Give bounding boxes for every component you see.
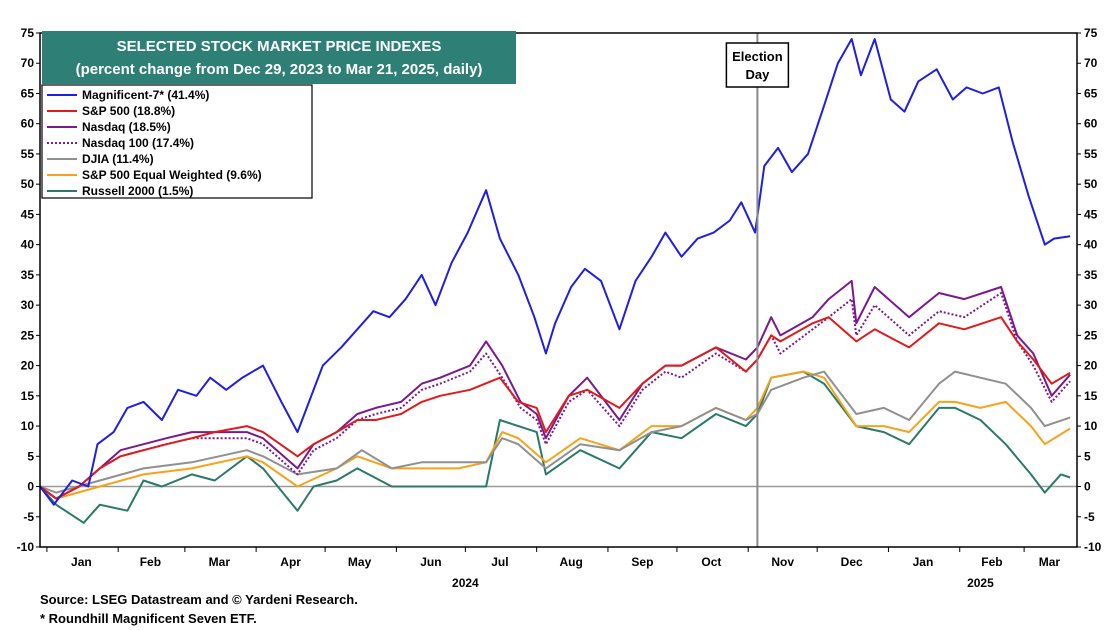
y-tick-label-right: 45 — [1084, 207, 1098, 221]
election-day-box — [725, 42, 790, 88]
plot-frame — [39, 32, 1078, 548]
y-tick-label-left: 40 — [21, 238, 35, 252]
legend: Magnificent-7* (41.4%) S&P 500 (18.8%) Nas… — [41, 84, 313, 199]
y-tick-label-left: 30 — [21, 298, 35, 312]
x-tick-label: Jun — [420, 555, 441, 569]
y-tick-label-right: 75 — [1084, 26, 1098, 40]
y-tick-label-right: 35 — [1084, 268, 1098, 282]
x-tick-label: Feb — [140, 555, 161, 569]
y-tick-label-left: 60 — [21, 117, 35, 131]
y-tick-label-right: 10 — [1084, 419, 1098, 433]
y-tick-label-left: -5 — [23, 510, 34, 524]
y-tick-label-left: 50 — [21, 177, 35, 191]
y-tick-label-right: 65 — [1084, 86, 1098, 100]
election-day-label: Election — [732, 49, 783, 64]
year-label: 2025 — [967, 576, 994, 590]
y-tick-label-right: 25 — [1084, 328, 1098, 342]
series-lines — [39, 38, 1071, 524]
y-tick-label-right: 60 — [1084, 117, 1098, 131]
series-line — [39, 370, 1071, 524]
x-tick-label: Mar — [209, 555, 231, 569]
election-day-annotation: Election Day — [725, 33, 790, 547]
election-day-label: Day — [745, 67, 770, 82]
x-tick-label: Jan — [71, 555, 92, 569]
title-box: SELECTED STOCK MARKET PRICE INDEXES (perc… — [42, 31, 516, 84]
y-tick-label-right: 55 — [1084, 147, 1098, 161]
legend-label: Magnificent-7* (41.4%) — [82, 88, 209, 102]
series-line — [39, 279, 1071, 500]
x-tick-label: Feb — [981, 555, 1002, 569]
x-tick-label: Mar — [1039, 555, 1061, 569]
series-line — [39, 370, 1071, 494]
legend-label: S&P 500 Equal Weighted (9.6%) — [82, 168, 262, 182]
plot-border — [39, 32, 1078, 548]
y-tick-label-right: 70 — [1084, 56, 1098, 70]
y-tick-label-left: 5 — [27, 449, 34, 463]
y-tick-label-right: 50 — [1084, 177, 1098, 191]
year-label: 2024 — [452, 576, 479, 590]
source-note: Source: LSEG Datastream and © Yardeni Re… — [40, 592, 358, 607]
series-line — [39, 316, 1071, 500]
y-tick-label-right: 30 — [1084, 298, 1098, 312]
x-tick-label: Nov — [771, 555, 794, 569]
y-tick-label-right: 15 — [1084, 389, 1098, 403]
y-tick-label-left: 10 — [21, 419, 35, 433]
legend-label: Nasdaq (18.5%) — [82, 120, 171, 134]
y-tick-label-right: 5 — [1084, 449, 1091, 463]
y-tick-label-left: 70 — [21, 56, 35, 70]
x-tick-label: Sep — [631, 555, 653, 569]
series-line — [39, 38, 1071, 506]
y-tick-label-right: -5 — [1084, 510, 1095, 524]
x-tick-label: Jul — [491, 555, 508, 569]
y-tick-label-right: -10 — [1084, 540, 1102, 554]
x-tick-label: Apr — [280, 555, 301, 569]
legend-box — [41, 84, 313, 199]
y-tick-label-left: 55 — [21, 147, 35, 161]
y-tick-label-right: 0 — [1084, 480, 1091, 494]
y-tick-label-left: 15 — [21, 389, 35, 403]
y-tick-label-left: 45 — [21, 207, 35, 221]
y-tick-label-left: 20 — [21, 359, 35, 373]
chart-subtitle: (percent change from Dec 29, 2023 to Mar… — [76, 61, 483, 78]
x-tick-label: May — [348, 555, 372, 569]
legend-label: Russell 2000 (1.5%) — [82, 184, 193, 198]
legend-label: S&P 500 (18.8%) — [82, 104, 175, 118]
y-tick-label-left: 25 — [21, 328, 35, 342]
legend-label: DJIA (11.4%) — [82, 152, 154, 166]
x-tick-label: Jan — [913, 555, 934, 569]
y-tick-label-left: 75 — [21, 26, 35, 40]
y-tick-label-left: 65 — [21, 86, 35, 100]
y-tick-label-right: 40 — [1084, 238, 1098, 252]
y-tick-label-left: 0 — [27, 480, 34, 494]
y-tick-label-left: -10 — [17, 540, 35, 554]
x-tick-label: Aug — [559, 555, 582, 569]
legend-label: Nasdaq 100 (17.4%) — [82, 136, 194, 150]
y-tick-label-left: 35 — [21, 268, 35, 282]
chart-title: SELECTED STOCK MARKET PRICE INDEXES — [117, 38, 442, 55]
x-tick-label: Oct — [701, 555, 721, 569]
etf-footnote: * Roundhill Magnificent Seven ETF. — [40, 611, 257, 626]
x-tick-label: Dec — [841, 555, 863, 569]
y-tick-label-right: 20 — [1084, 359, 1098, 373]
title-background — [42, 31, 516, 84]
